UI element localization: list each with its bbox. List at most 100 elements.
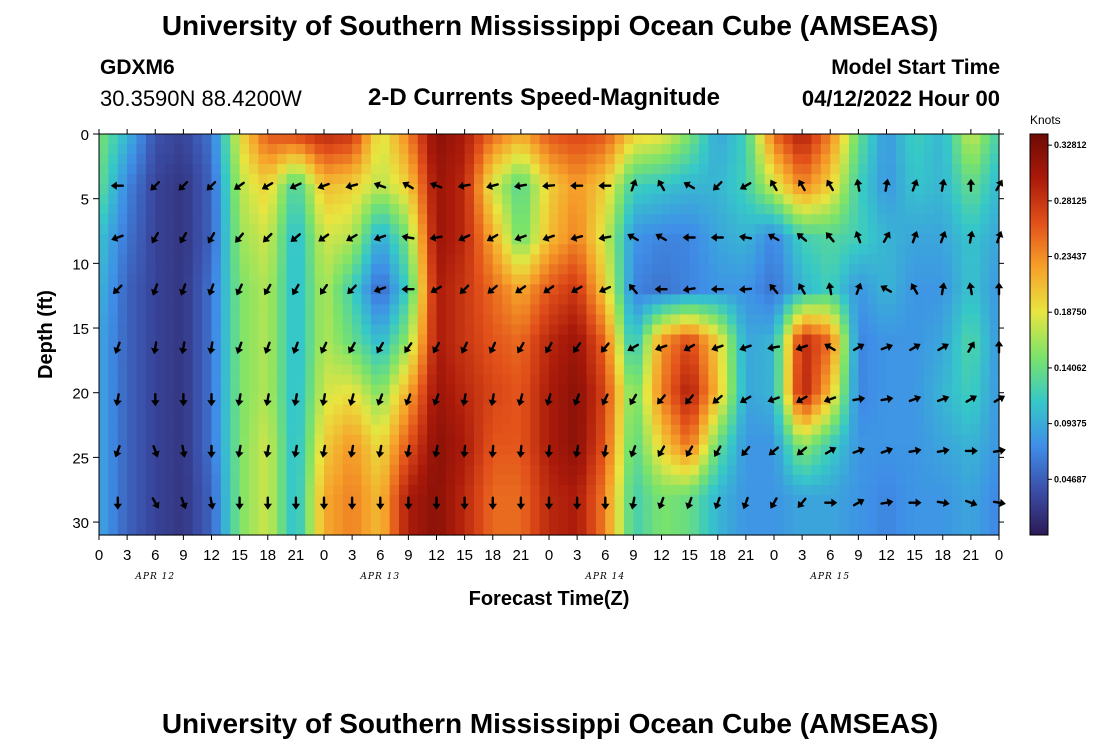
heatmap-cell [380, 294, 390, 305]
heatmap-cell [352, 435, 362, 446]
heatmap-cell [333, 134, 343, 145]
heatmap-cell [755, 455, 765, 466]
heatmap-cell [408, 415, 418, 426]
heatmap-cell [933, 385, 943, 396]
heatmap-cell [624, 144, 634, 155]
heatmap-cell [952, 284, 962, 295]
heatmap-cell [352, 525, 362, 536]
heatmap-cell [877, 274, 887, 285]
heatmap-cell [465, 485, 475, 496]
heatmap-cell [362, 495, 372, 506]
heatmap-cell [437, 425, 447, 436]
heatmap-cell [971, 204, 981, 215]
heatmap-cell [371, 254, 381, 265]
heatmap-cell [896, 154, 906, 165]
heatmap-cell [240, 164, 250, 175]
heatmap-cell [802, 375, 812, 386]
heatmap-cell [746, 144, 756, 155]
heatmap-cell [530, 345, 540, 356]
heatmap-cell [849, 425, 859, 436]
heatmap-cell [193, 415, 203, 426]
heatmap-cell [427, 264, 437, 275]
heatmap-cell [858, 475, 868, 486]
heatmap-cell [418, 264, 428, 275]
heatmap-cell [943, 254, 953, 265]
heatmap-cell [493, 485, 503, 496]
heatmap-cell [615, 324, 625, 335]
heatmap-cell [980, 475, 990, 486]
heatmap-cell [296, 164, 306, 175]
heatmap-cell [249, 254, 259, 265]
heatmap-cell [924, 154, 934, 165]
heatmap-cell [146, 515, 156, 526]
heatmap-cell [446, 174, 456, 185]
heatmap-cell [193, 355, 203, 366]
heatmap-cell [858, 365, 868, 376]
heatmap-cell [502, 445, 512, 456]
heatmap-cell [587, 345, 597, 356]
heatmap-cell [502, 204, 512, 215]
heatmap-cell [399, 244, 409, 255]
heatmap-cell [877, 405, 887, 416]
heatmap-cell [962, 505, 972, 516]
heatmap-cell [221, 134, 231, 145]
heatmap-cell [558, 425, 568, 436]
heatmap-cell [315, 164, 325, 175]
heatmap-cell [962, 314, 972, 325]
heatmap-cell [380, 375, 390, 386]
heatmap-cell [858, 304, 868, 315]
heatmap-cell [633, 335, 643, 346]
heatmap-cell [877, 304, 887, 315]
heatmap-cell [418, 345, 428, 356]
heatmap-cell [643, 455, 653, 466]
heatmap-cell [671, 284, 681, 295]
heatmap-cell [924, 335, 934, 346]
heatmap-cell [512, 134, 522, 145]
heatmap-cell [455, 304, 465, 315]
heatmap-cell [727, 365, 737, 376]
heatmap-cell [418, 375, 428, 386]
heatmap-cell [127, 324, 137, 335]
heatmap-cell [268, 525, 278, 536]
heatmap-cell [333, 345, 343, 356]
heatmap-cell [971, 375, 981, 386]
heatmap-cell [474, 425, 484, 436]
heatmap-cell [390, 254, 400, 265]
heatmap-cell [408, 405, 418, 416]
heatmap-cell [737, 525, 747, 536]
heatmap-cell [915, 214, 925, 225]
heatmap-cell [990, 375, 1000, 386]
heatmap-cell [155, 425, 165, 436]
heatmap-cell [577, 164, 587, 175]
heatmap-cell [812, 154, 822, 165]
heatmap-cell [202, 224, 212, 235]
heatmap-cell [418, 194, 428, 205]
heatmap-cell [333, 395, 343, 406]
heatmap-cell [708, 274, 718, 285]
heatmap-cell [258, 515, 268, 526]
heatmap-cell [193, 495, 203, 506]
heatmap-cell [183, 244, 193, 255]
heatmap-cell [783, 144, 793, 155]
heatmap-cell [155, 164, 165, 175]
heatmap-cell [924, 395, 934, 406]
heatmap-cell [305, 204, 315, 215]
heatmap-cell [849, 274, 859, 285]
heatmap-cell [296, 144, 306, 155]
heatmap-cell [99, 495, 109, 506]
heatmap-cell [249, 525, 259, 536]
heatmap-cell [840, 254, 850, 265]
heatmap-cell [830, 304, 840, 315]
heatmap-cell [662, 405, 672, 416]
heatmap-cell [333, 405, 343, 416]
heatmap-cell [643, 345, 653, 356]
heatmap-cell [896, 244, 906, 255]
heatmap-cell [493, 144, 503, 155]
heatmap-cell [212, 304, 222, 315]
heatmap-cell [933, 264, 943, 275]
heatmap-cell [821, 314, 831, 325]
heatmap-cell [868, 284, 878, 295]
heatmap-cell [840, 515, 850, 526]
heatmap-cell [793, 264, 803, 275]
heatmap-cell [474, 365, 484, 376]
